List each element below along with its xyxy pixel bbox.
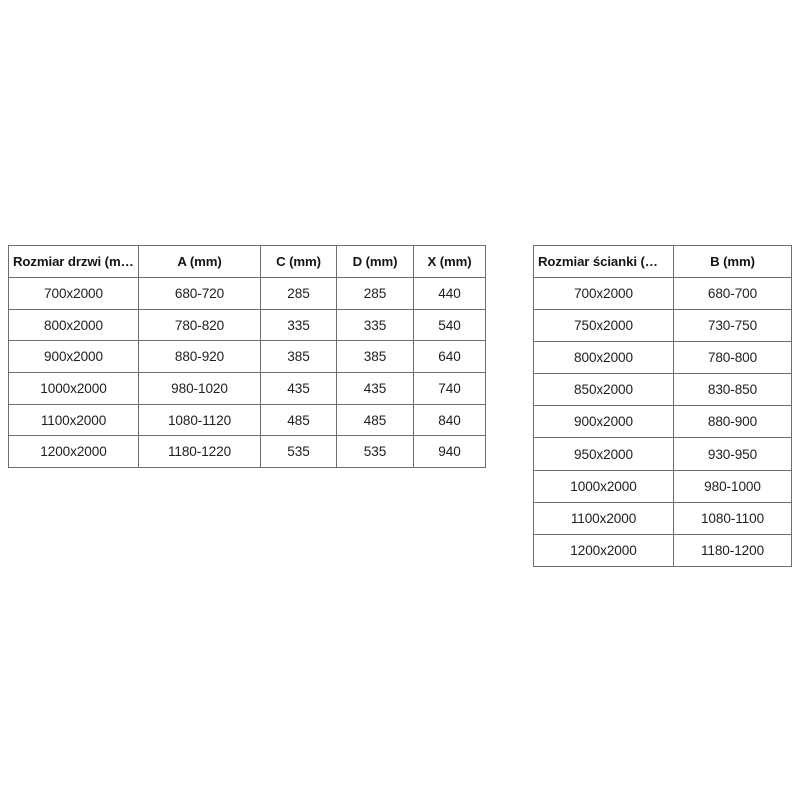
table-row: 1100x2000 1080-1120 485 485 840 — [8, 403, 486, 437]
cell-x: 440 — [413, 277, 486, 310]
cell-wall-size: 800x2000 — [533, 341, 674, 375]
column-header-door-size: Rozmiar drzwi (mm) — [8, 245, 139, 278]
cell-wall-size: 950x2000 — [533, 437, 674, 471]
column-header-c: C (mm) — [260, 245, 337, 278]
wall-panel-size-table: Rozmiar ścianki (mm) B (mm) 700x2000 680… — [533, 245, 792, 567]
table-row: 900x2000 880-900 — [533, 405, 792, 439]
cell-a: 1180-1220 — [138, 435, 261, 469]
cell-door-size: 1200x2000 — [8, 435, 139, 469]
cell-d: 485 — [336, 403, 414, 437]
table-row: 800x2000 780-800 — [533, 341, 792, 375]
cell-a: 880-920 — [138, 340, 261, 374]
cell-b: 930-950 — [673, 437, 792, 471]
cell-x: 840 — [413, 403, 486, 437]
cell-b: 830-850 — [673, 373, 792, 407]
table-row: 700x2000 680-700 — [533, 276, 792, 311]
cell-a: 1080-1120 — [138, 403, 261, 437]
cell-d: 385 — [336, 340, 414, 374]
cell-x: 740 — [413, 372, 486, 405]
cell-c: 535 — [260, 435, 337, 469]
table-row: 800x2000 780-820 335 335 540 — [8, 308, 486, 342]
cell-wall-size: 700x2000 — [533, 276, 674, 311]
table-row: 700x2000 680-720 285 285 440 — [8, 277, 486, 310]
door-size-table: Rozmiar drzwi (mm) A (mm) C (mm) D (mm) … — [8, 245, 486, 469]
cell-a: 780-820 — [138, 308, 261, 342]
cell-b: 680-700 — [673, 276, 792, 311]
cell-wall-size: 850x2000 — [533, 373, 674, 407]
cell-door-size: 900x2000 — [8, 340, 139, 374]
cell-b: 730-750 — [673, 309, 792, 343]
cell-door-size: 1000x2000 — [8, 372, 139, 405]
cell-c: 485 — [260, 403, 337, 437]
cell-b: 880-900 — [673, 405, 792, 439]
cell-a: 680-720 — [138, 277, 261, 310]
cell-c: 385 — [260, 340, 337, 374]
column-header-b: B (mm) — [673, 245, 792, 278]
table-header-row: Rozmiar ścianki (mm) B (mm) — [533, 245, 792, 278]
cell-wall-size: 750x2000 — [533, 309, 674, 343]
cell-door-size: 700x2000 — [8, 277, 139, 310]
column-header-a: A (mm) — [138, 245, 261, 278]
cell-x: 940 — [413, 435, 486, 469]
cell-x: 640 — [413, 340, 486, 374]
cell-d: 335 — [336, 308, 414, 342]
cell-b: 1080-1100 — [673, 501, 792, 535]
table-row: 900x2000 880-920 385 385 640 — [8, 340, 486, 374]
table-row: 750x2000 730-750 — [533, 309, 792, 343]
table-row: 1000x2000 980-1020 435 435 740 — [8, 372, 486, 405]
cell-wall-size: 900x2000 — [533, 405, 674, 439]
cell-a: 980-1020 — [138, 372, 261, 405]
table-row: 950x2000 930-950 — [533, 437, 792, 471]
cell-d: 535 — [336, 435, 414, 469]
cell-door-size: 800x2000 — [8, 308, 139, 342]
cell-x: 540 — [413, 308, 486, 342]
table-row: 1200x2000 1180-1200 — [533, 533, 792, 567]
cell-wall-size: 1200x2000 — [533, 533, 674, 567]
column-header-x: X (mm) — [413, 245, 486, 278]
table-row: 850x2000 830-850 — [533, 373, 792, 407]
column-header-d: D (mm) — [336, 245, 414, 278]
table-row: 1100x2000 1080-1100 — [533, 501, 792, 535]
table-header-row: Rozmiar drzwi (mm) A (mm) C (mm) D (mm) … — [8, 245, 486, 278]
cell-door-size: 1100x2000 — [8, 403, 139, 437]
table-row: 1200x2000 1180-1220 535 535 940 — [8, 435, 486, 469]
cell-b: 1180-1200 — [673, 533, 792, 567]
cell-d: 285 — [336, 277, 414, 310]
cell-b: 780-800 — [673, 341, 792, 375]
column-header-wall-size: Rozmiar ścianki (mm) — [533, 245, 674, 278]
cell-c: 285 — [260, 277, 337, 310]
cell-d: 435 — [336, 372, 414, 405]
cell-b: 980-1000 — [673, 469, 792, 503]
cell-wall-size: 1000x2000 — [533, 469, 674, 503]
cell-c: 335 — [260, 308, 337, 342]
table-row: 1000x2000 980-1000 — [533, 469, 792, 503]
cell-wall-size: 1100x2000 — [533, 501, 674, 535]
cell-c: 435 — [260, 372, 337, 405]
